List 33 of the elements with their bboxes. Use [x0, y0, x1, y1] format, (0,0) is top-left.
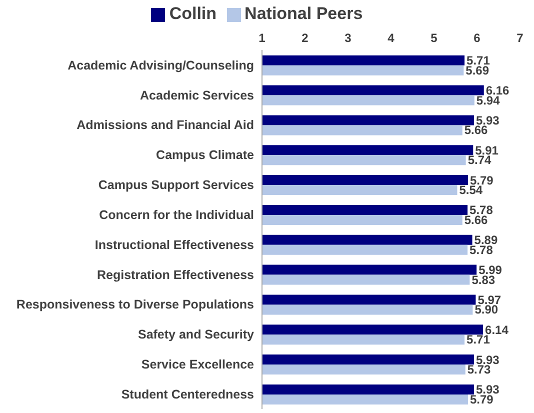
- y-tick-label: Service Excellence: [141, 358, 254, 372]
- data-label: 5.94: [476, 93, 500, 108]
- data-label: 5.78: [470, 242, 494, 257]
- legend-label: National Peers: [244, 4, 363, 23]
- data-label: 5.83: [472, 272, 496, 287]
- y-tick-label: Concern for the Individual: [99, 208, 254, 222]
- y-tick-label: Safety and Security: [138, 328, 254, 342]
- y-tick-label: Registration Effectiveness: [97, 268, 254, 282]
- data-label: 5.90: [474, 302, 498, 317]
- y-tick-label: Admissions and Financial Aid: [76, 118, 254, 132]
- y-tick-label: Campus Support Services: [98, 178, 254, 192]
- y-tick-label: Academic Services: [140, 88, 254, 102]
- y-tick-label: Instructional Effectiveness: [94, 238, 254, 252]
- data-label: 5.79: [470, 392, 494, 406]
- x-tick-label: 1: [258, 31, 266, 45]
- x-tick-label: 7: [516, 31, 524, 45]
- legend-label: Collin: [169, 4, 217, 23]
- y-tick-label: Student Centeredness: [121, 387, 254, 402]
- x-tick-label: 2: [302, 31, 309, 45]
- data-label: 5.71: [466, 332, 490, 347]
- x-tick-label: 5: [430, 31, 438, 45]
- data-label: 5.69: [466, 63, 490, 78]
- data-label: 5.66: [464, 123, 488, 138]
- data-label: 5.66: [464, 212, 488, 227]
- x-tick-label: 6: [474, 31, 481, 45]
- data-label: 5.54: [459, 183, 483, 198]
- data-label: 5.73: [467, 362, 492, 377]
- data-label: 5.74: [468, 153, 492, 168]
- y-tick-label: Academic Advising/Counseling: [68, 58, 254, 72]
- x-tick-label: 4: [388, 31, 395, 45]
- y-tick-label: Responsiveness to Diverse Populations: [16, 298, 254, 312]
- x-tick-label: 3: [344, 31, 352, 45]
- y-tick-label: Campus Climate: [156, 148, 254, 162]
